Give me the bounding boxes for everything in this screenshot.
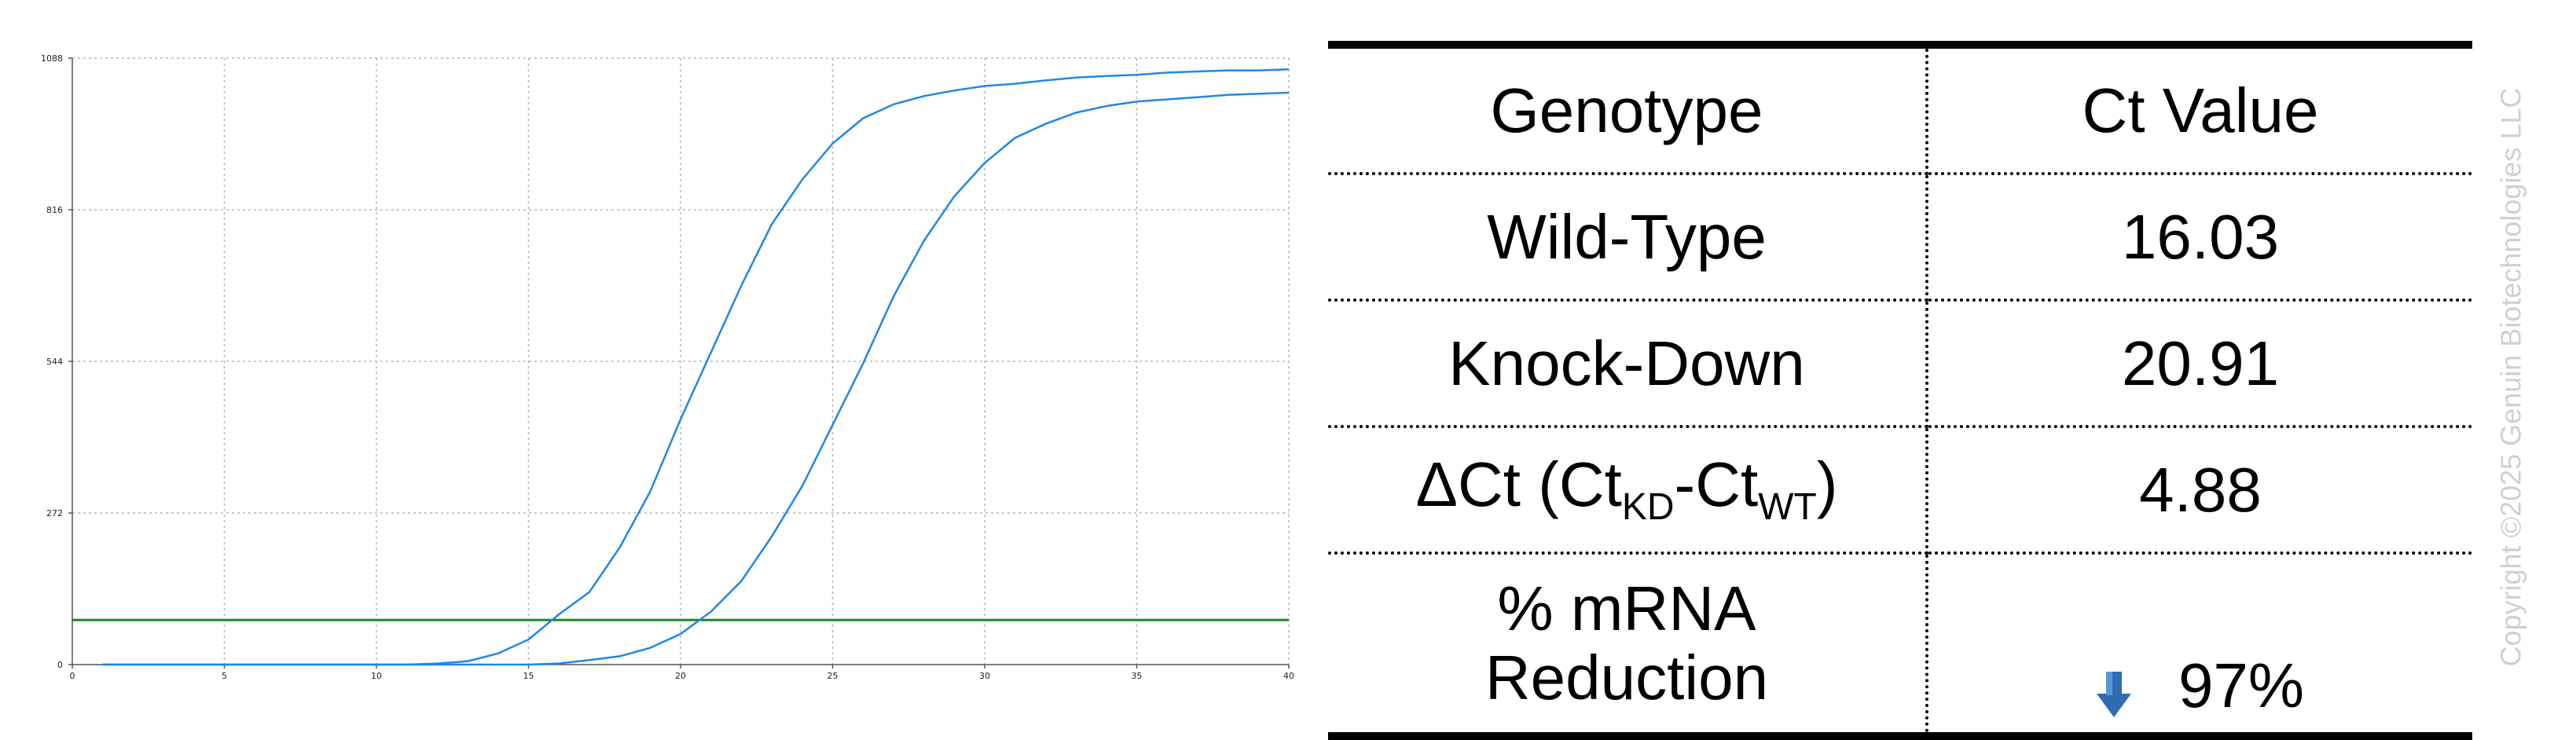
x-tick-label: 0 (70, 671, 75, 681)
amplification-curve-1 (102, 68, 1290, 666)
down-arrow-icon (2096, 672, 2131, 717)
x-tick-label: 30 (979, 671, 990, 681)
ct-value-cell: 16.03 (1927, 174, 2472, 302)
x-tick-label: 5 (222, 671, 227, 681)
amplification-curve-2 (102, 91, 1290, 666)
x-tick-label: 35 (1132, 671, 1143, 681)
x-tick-label: 40 (1283, 671, 1294, 681)
y-tick-label: 1088 (41, 53, 63, 64)
table-row-knock-down: Knock-Down 20.91 (1328, 300, 2472, 428)
chart-grid (72, 57, 1290, 665)
reduction-value: 97% (2178, 650, 2305, 720)
y-tick-label: 816 (46, 205, 63, 215)
x-tick-label: 15 (523, 671, 534, 681)
chart-axes (68, 57, 1290, 669)
x-tick-label: 10 (371, 671, 382, 681)
watermark-text: Copyright ©2025 Genuin Biotechnologies L… (2494, 87, 2526, 667)
table-row-delta-ct: ΔCt (CtKD-CtWT) 4.88 (1328, 427, 2472, 555)
reduction-label-line1: % mRNA (1497, 573, 1756, 643)
delta-ct-value: 4.88 (1927, 427, 2472, 555)
genotype-cell: Knock-Down (1328, 300, 1928, 428)
table-row-reduction: % mRNA Reduction 97% (1328, 553, 2472, 736)
delta-prefix: ΔCt (Ct (1415, 449, 1622, 519)
y-tick-label: 544 (46, 357, 63, 367)
genotype-cell: Wild-Type (1328, 174, 1928, 302)
header-genotype: Genotype (1328, 45, 1928, 175)
qpcr-amplification-chart: 0 5 10 15 20 25 30 35 40 0 272 544 816 1088 (41, 53, 1294, 681)
y-tick-label: 0 (57, 660, 63, 670)
x-tick-label: 20 (675, 671, 686, 681)
delta-sub-wt: WT (1758, 486, 1817, 528)
y-tick-label: 272 (46, 508, 63, 518)
delta-mid: -Ct (1674, 449, 1759, 519)
reduction-label-line2: Reduction (1484, 643, 1769, 713)
reduction-value-cell: 97% (1927, 553, 2472, 736)
chart-series (72, 68, 1290, 666)
ct-value-cell: 20.91 (1927, 300, 2472, 428)
chart-tick-labels: 0 5 10 15 20 25 30 35 40 0 272 544 816 1088 (41, 53, 1294, 681)
delta-sub-kd: KD (1621, 486, 1675, 528)
x-tick-label: 25 (827, 671, 838, 681)
header-ct-value: Ct Value (1927, 45, 2472, 175)
reduction-label: % mRNA Reduction (1328, 553, 1928, 736)
delta-suffix: ) (1816, 449, 1838, 519)
table-header-row: Genotype Ct Value (1328, 45, 2472, 175)
copyright-watermark: Copyright ©2025 Genuin Biotechnologies L… (2475, 79, 2546, 676)
table-row-wild-type: Wild-Type 16.03 (1328, 174, 2472, 302)
delta-ct-label: ΔCt (CtKD-CtWT) (1328, 427, 1928, 555)
ct-results-table: Genotype Ct Value Wild-Type 16.03 Knock-… (1328, 41, 2472, 740)
